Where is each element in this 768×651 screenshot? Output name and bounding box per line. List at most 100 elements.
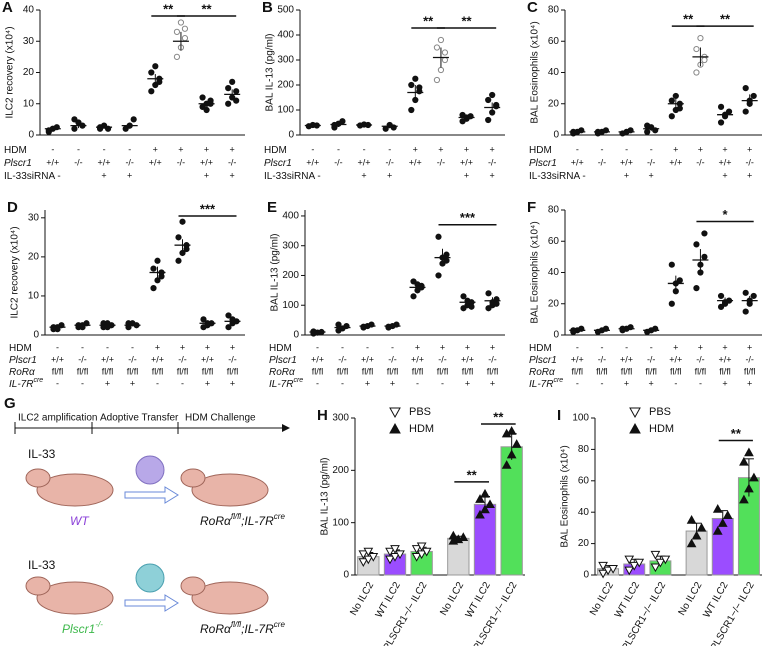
data-point bbox=[154, 257, 161, 264]
condition-value: - bbox=[674, 378, 677, 388]
condition-value: -/- bbox=[125, 157, 134, 167]
condition-value: -/- bbox=[745, 157, 754, 167]
condition-value: +/+ bbox=[149, 157, 162, 167]
data-point bbox=[608, 565, 618, 574]
significance-label: ** bbox=[493, 409, 504, 424]
condition-value: -/- bbox=[228, 354, 237, 364]
data-point bbox=[697, 35, 704, 42]
y-axis-label: BAL Eosinophils (x10⁴) bbox=[530, 221, 541, 323]
data-point bbox=[181, 25, 189, 32]
condition-label: IL-7Rcre bbox=[529, 377, 563, 390]
mouse bbox=[180, 576, 269, 615]
data-point bbox=[175, 234, 182, 241]
data-point bbox=[460, 305, 467, 312]
condition-value: fl/fl bbox=[227, 366, 239, 376]
condition-value: +/+ bbox=[669, 157, 682, 167]
data-point bbox=[225, 100, 232, 107]
x-tick-label: WT ILC2 bbox=[613, 580, 642, 620]
condition-label-text: HDM bbox=[269, 343, 292, 354]
y-tick-label: 80 bbox=[548, 205, 560, 216]
condition-label-text: HDM bbox=[9, 343, 32, 354]
data-point bbox=[701, 230, 708, 237]
data-point bbox=[650, 563, 661, 573]
y-tick-label: 40 bbox=[23, 5, 35, 16]
condition-value: fl/fl bbox=[312, 366, 324, 376]
y-tick-label: 0 bbox=[343, 570, 349, 581]
data-point bbox=[686, 515, 697, 524]
condition-value: +/+ bbox=[620, 157, 633, 167]
y-tick-label: 200 bbox=[282, 270, 299, 281]
condition-value: +/+ bbox=[571, 157, 584, 167]
data-point bbox=[629, 561, 640, 571]
condition-value: - bbox=[600, 378, 603, 388]
significance-label: ** bbox=[462, 13, 473, 28]
data-point bbox=[672, 92, 679, 100]
cell bbox=[135, 455, 165, 485]
data-point bbox=[644, 128, 651, 135]
data-point bbox=[712, 526, 723, 535]
donor-label: WT bbox=[70, 514, 90, 528]
data-point bbox=[408, 106, 415, 114]
recipient-label: RoRαfl/fl;IL-7Rcre bbox=[200, 512, 285, 528]
condition-value: fl/fl bbox=[719, 366, 731, 376]
data-point bbox=[485, 499, 495, 509]
data-point bbox=[701, 56, 708, 64]
condition-value: -/- bbox=[78, 354, 87, 364]
data-point bbox=[173, 28, 181, 35]
condition-value: +/+ bbox=[409, 157, 422, 167]
condition-value: - bbox=[363, 144, 366, 154]
condition-label-text: Plscr1 bbox=[4, 158, 32, 169]
condition-value: -/- bbox=[338, 354, 347, 364]
condition-value: + bbox=[361, 170, 366, 180]
condition-label-text: Plscr1 bbox=[529, 355, 557, 366]
condition-value: fl/fl bbox=[670, 366, 682, 376]
data-point bbox=[744, 483, 754, 493]
data-point bbox=[368, 552, 379, 562]
recipient-part: RoRα bbox=[200, 514, 232, 528]
data-point bbox=[650, 550, 661, 560]
condition-value: + bbox=[747, 170, 752, 180]
y-tick-label: 0 bbox=[583, 570, 589, 581]
condition-value: + bbox=[127, 170, 132, 180]
condition-value: -/- bbox=[74, 157, 83, 167]
data-point bbox=[200, 316, 207, 323]
significance-label: ** bbox=[202, 1, 213, 16]
condition-value: fl/fl bbox=[437, 366, 449, 376]
condition-value: + bbox=[490, 342, 495, 352]
panel-letter: A bbox=[2, 0, 13, 16]
data-point bbox=[668, 97, 675, 104]
condition-value: - bbox=[600, 342, 603, 352]
data-point bbox=[693, 69, 700, 76]
mouse bbox=[25, 468, 114, 507]
condition-value: + bbox=[230, 144, 235, 154]
y-tick-label: 0 bbox=[33, 330, 39, 341]
y-tick-label: 20 bbox=[23, 67, 35, 78]
y-tick-label: 100 bbox=[332, 517, 349, 528]
y-axis-label: BAL IL-13 (pg/ml) bbox=[270, 234, 281, 312]
legend-label: HDM bbox=[409, 423, 434, 435]
y-tick-label: 60 bbox=[578, 475, 590, 486]
y-tick-label: 20 bbox=[578, 538, 590, 549]
condition-value: + bbox=[722, 170, 727, 180]
condition-label: HDM bbox=[529, 343, 552, 354]
y-tick-label: 40 bbox=[548, 267, 560, 278]
condition-value: +/+ bbox=[571, 354, 584, 364]
condition-value: - bbox=[128, 144, 131, 154]
condition-value: fl/fl bbox=[337, 366, 349, 376]
condition-label-text: Plscr1 bbox=[264, 158, 292, 169]
condition-value: + bbox=[230, 342, 235, 352]
condition-label: Plscr1 bbox=[4, 158, 32, 169]
condition-value: fl/fl bbox=[202, 366, 214, 376]
condition-value: - bbox=[576, 144, 579, 154]
diagram-g: G ILC2 amplification Adoptive Transfer H… bbox=[4, 395, 290, 636]
y-tick-label: 60 bbox=[548, 36, 560, 47]
recipient-sup: cre bbox=[274, 620, 286, 629]
condition-value: + bbox=[747, 144, 752, 154]
condition-label-text: IL-7R bbox=[9, 379, 33, 390]
legend-label: PBS bbox=[649, 406, 671, 418]
bar bbox=[711, 517, 734, 576]
significance-label: ** bbox=[163, 1, 174, 16]
condition-label: HDM bbox=[9, 343, 32, 354]
y-axis-label: BAL Eosinophils (x10⁴) bbox=[530, 21, 541, 123]
significance-label: *** bbox=[460, 210, 476, 225]
